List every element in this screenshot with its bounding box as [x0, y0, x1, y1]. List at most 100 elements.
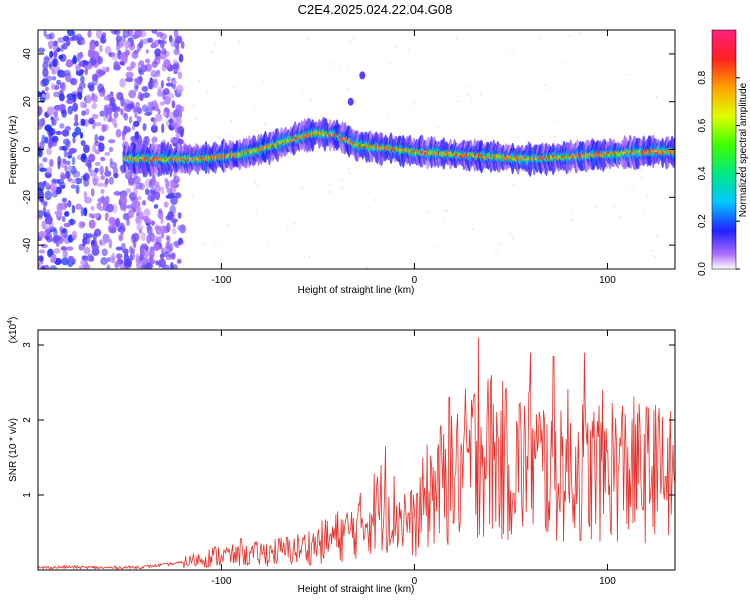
- spectrogram-cell: [643, 211, 646, 215]
- spectrogram-cell: [51, 57, 59, 68]
- spectrogram-cell: [171, 228, 177, 235]
- colorbar-label: Normalized spectral amplitude: [738, 82, 749, 217]
- spectrogram-cell: [171, 100, 176, 109]
- spectrogram-cell: [128, 116, 133, 124]
- spectrogram-cell: [143, 249, 150, 258]
- spectrogram-cell: [97, 83, 104, 93]
- spectrogram-cell: [214, 241, 217, 244]
- spectrogram-cell: [41, 78, 50, 87]
- spectrogram-cell: [569, 34, 572, 38]
- spectrogram-cell: [172, 264, 178, 269]
- spectrogram-cell: [141, 264, 148, 269]
- spectrogram-cell: [64, 202, 68, 208]
- spectrogram-cell: [161, 123, 165, 134]
- spectrogram-cell: [41, 220, 47, 230]
- spectrogram-cell: [101, 124, 107, 133]
- spectrogram-cell: [354, 101, 357, 104]
- spectrogram-cell: [64, 211, 70, 217]
- spectrogram-cell: [150, 259, 156, 265]
- spectrogram-cell: [104, 151, 111, 156]
- spectrogram-cell: [85, 94, 92, 104]
- spectrogram-cell: [366, 266, 369, 269]
- spectrogram-cell: [195, 117, 198, 120]
- spectrogram-cell: [64, 126, 72, 132]
- spectrogram-cell: [62, 249, 68, 259]
- colorbar: 0.0 0.2 0.4 0.6 0.8 Normalized spectral ampl…: [697, 29, 749, 276]
- spectrogram-cell: [81, 110, 86, 116]
- spectrogram-cell: [67, 255, 75, 263]
- spectrogram-cell: [46, 147, 52, 156]
- spectrogram-cell: [174, 69, 177, 72]
- spectrogram-cell: [115, 35, 122, 43]
- spectrogram-cell: [562, 62, 565, 65]
- spectrogram-cell: [75, 184, 80, 195]
- spectrogram-cell: [38, 124, 43, 130]
- spectrogram-cell: [159, 225, 166, 234]
- spectrogram-cell: [136, 206, 142, 213]
- spectrogram-cell: [94, 149, 101, 155]
- spectrogram-cell: [119, 78, 126, 88]
- spectrogram-cell: [123, 112, 129, 121]
- spectrogram-cell: [157, 235, 162, 245]
- spectrogram-cell: [130, 233, 137, 244]
- spectrogram-cell: [61, 257, 69, 266]
- spectrogram-cell: [151, 177, 156, 185]
- spectrogram-cell: [60, 174, 67, 180]
- spectrogram-cell: [303, 255, 306, 259]
- spectrogram-cell: [53, 116, 60, 122]
- top-y-tick-label: -40: [22, 237, 33, 252]
- spectrogram-cell: [123, 125, 128, 135]
- spectrogram-cell: [49, 140, 54, 149]
- spectrogram-cell: [238, 40, 241, 43]
- spectrogram-cell: [166, 187, 173, 194]
- spectrogram-cell: [211, 51, 214, 54]
- spectrogram-cell: [46, 106, 55, 116]
- spectrogram-cell: [152, 243, 160, 252]
- spectrogram-cell: [151, 60, 158, 69]
- spectrogram-cell: [115, 217, 121, 228]
- spectrogram-cell: [85, 233, 94, 239]
- spectrogram-cell: [329, 191, 332, 194]
- spectrogram-cell: [625, 73, 628, 77]
- spectrogram-cell: [108, 139, 116, 144]
- spectrogram-cell: [100, 188, 105, 195]
- spectrogram-cell: [177, 71, 183, 80]
- spectrogram-cell: [153, 204, 159, 209]
- spectrogram-cell: [38, 47, 46, 53]
- spectrogram-cell: [143, 208, 151, 217]
- spectrogram-cell: [108, 238, 113, 249]
- spectrogram-cell: [74, 126, 82, 136]
- spectrogram-cell: [105, 203, 114, 213]
- spectrogram-cell: [71, 156, 76, 166]
- bottom-y-ticks: 1 2 3: [22, 342, 675, 498]
- spectrogram-cell: [150, 79, 157, 84]
- spectrogram-cell: [142, 257, 149, 264]
- spectrogram-cell: [61, 129, 70, 137]
- spectrogram-cell: [341, 187, 344, 190]
- spectrogram-cell: [165, 241, 170, 250]
- spectrogram-cell: [66, 98, 74, 104]
- spectrogram-cell: [171, 252, 176, 260]
- spectrogram-cell: [40, 117, 46, 127]
- spectrogram-cell: [170, 139, 179, 144]
- spectrogram-cell: [570, 209, 573, 213]
- spectrogram-cell: [45, 167, 53, 174]
- spectrogram-cell: [110, 52, 119, 61]
- spectrogram-cell: [499, 243, 502, 246]
- spectrogram-cell: [51, 68, 55, 75]
- spectrogram-cell: [177, 212, 182, 219]
- spectrogram-cell: [110, 30, 119, 35]
- spectrogram-cell: [75, 65, 81, 72]
- spectrogram-cell: [53, 111, 58, 118]
- spectrogram-cell: [39, 167, 47, 172]
- spectrogram-cell: [579, 32, 582, 36]
- spectrogram-cell: [64, 165, 68, 172]
- spectrogram-cell: [94, 167, 99, 173]
- spectrogram-cell: [595, 206, 598, 209]
- spectrogram-cell: [109, 158, 113, 165]
- spectrogram-feature: [347, 97, 354, 106]
- spectrogram-cell: [479, 93, 482, 96]
- page-title: C2E4.2025.024.22.04.G08: [297, 2, 453, 17]
- spectrogram-cell: [133, 176, 141, 185]
- bottom-y-tick-label: 2: [22, 417, 33, 423]
